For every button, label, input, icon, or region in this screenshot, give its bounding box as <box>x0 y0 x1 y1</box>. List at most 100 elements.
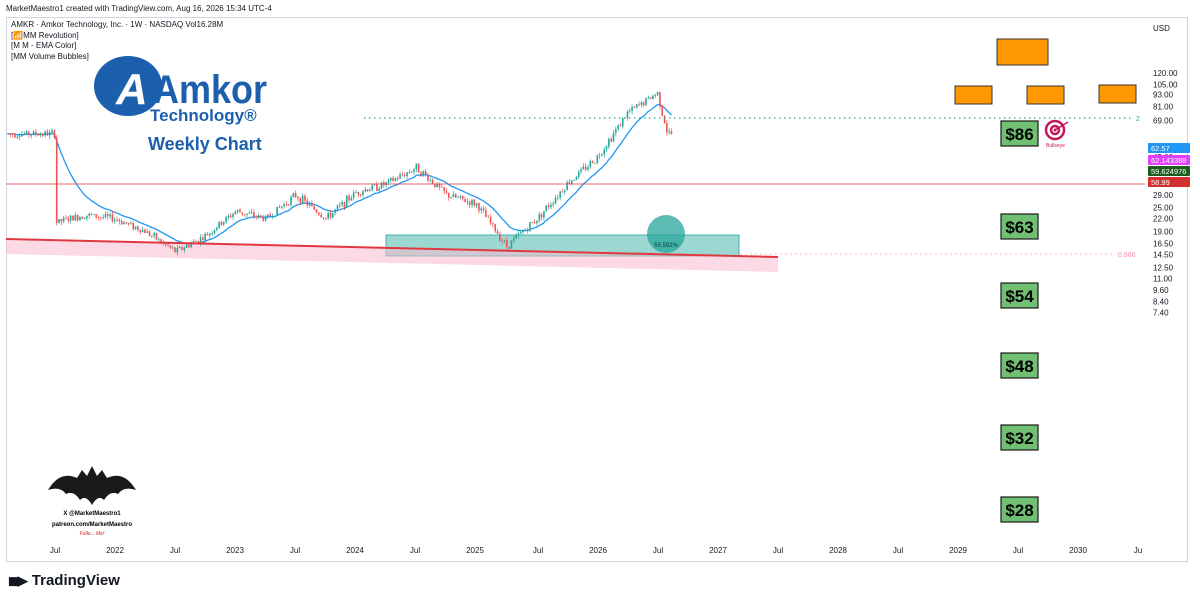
candle-body <box>55 137 58 223</box>
candle-body <box>515 235 517 239</box>
candle-body <box>552 203 554 205</box>
candle-body <box>420 172 422 176</box>
pattern-boxes <box>954 38 1137 105</box>
candle-body <box>635 104 638 108</box>
candle-body <box>568 182 571 184</box>
candle-body <box>461 195 464 200</box>
candle-body <box>408 172 411 173</box>
candle-body <box>464 199 466 202</box>
candle-body <box>413 169 415 172</box>
candle-body <box>327 212 329 219</box>
bullseye-label: Bullseye <box>1046 143 1065 149</box>
candle-body <box>53 130 56 138</box>
candle-body <box>438 183 441 187</box>
candle-body <box>116 219 118 221</box>
candle-body <box>199 237 202 244</box>
target-box <box>1000 496 1039 523</box>
candle-body <box>378 188 380 191</box>
candle-body <box>153 233 155 236</box>
x-tick-label: Jul <box>50 546 60 555</box>
x-tick-label: Ju <box>1134 546 1142 555</box>
candle-body <box>44 131 46 136</box>
x-tick-label: 2026 <box>589 546 607 555</box>
candle-body <box>218 221 220 228</box>
indicator-2[interactable]: [M M - EMA Color] <box>11 41 77 50</box>
candle-body <box>51 130 53 133</box>
indicator-3[interactable]: [MM Volume Bubbles] <box>11 51 89 61</box>
candle-body <box>538 214 541 221</box>
candle-body <box>450 197 452 198</box>
candle-body <box>120 221 123 225</box>
y-tick-label: 11.00 <box>1153 274 1173 283</box>
tradingview-brand[interactable]: ◼▶ TradingView <box>8 572 120 589</box>
amkor-brand-text: Amkor <box>153 68 267 112</box>
bullseye-icon: Bullseye <box>1044 119 1069 149</box>
candle-body <box>248 213 251 215</box>
x-tick-label: Jul <box>893 546 903 555</box>
candle-body <box>471 199 473 206</box>
candle-body <box>216 227 218 230</box>
y-tick-label: 120.00 <box>1153 69 1178 78</box>
x-tick-label: Jul <box>533 546 543 555</box>
target-label: $63 <box>1005 218 1033 237</box>
target-label: $32 <box>1005 429 1033 448</box>
candle-body <box>280 206 283 208</box>
candle-body <box>570 180 573 184</box>
candle-body <box>18 136 21 138</box>
candle-body <box>139 230 142 233</box>
candle-body <box>371 185 374 190</box>
candle-body <box>213 229 216 234</box>
candle-body <box>668 131 670 133</box>
candle-body <box>185 244 188 248</box>
candle-body <box>401 174 404 176</box>
candle-body <box>48 132 51 136</box>
candle-body <box>350 197 353 201</box>
candle-body <box>35 131 37 135</box>
bounce-circle-label: 59.592% <box>654 243 678 249</box>
candle-body <box>16 136 19 138</box>
candle-body <box>69 215 72 221</box>
candle-body <box>271 216 274 217</box>
candle-body <box>28 131 30 136</box>
candle-body <box>589 161 592 168</box>
candle-body <box>181 246 183 250</box>
candle-body <box>540 214 543 218</box>
candle-body <box>65 217 67 219</box>
candle-body <box>232 213 234 218</box>
candle-body <box>610 139 612 142</box>
indicator-1[interactable]: [📶MM Revolution] <box>11 30 79 40</box>
candle-body <box>58 218 60 223</box>
candle-body <box>591 161 594 164</box>
tradingview-label: TradingView <box>31 572 120 589</box>
candle-body <box>211 233 213 235</box>
candle-body <box>14 134 16 138</box>
candle-body <box>529 222 531 231</box>
chart-header: MarketMaestro1 created with TradingView.… <box>6 4 272 13</box>
price-tag-label: 62.57 <box>1151 144 1170 153</box>
target-box <box>1000 282 1039 309</box>
amkor-logo-a: A <box>115 65 148 114</box>
x-tick-label: Jul <box>410 546 420 555</box>
candle-body <box>475 203 478 206</box>
fib-0886-label: 0.886 <box>1118 252 1136 259</box>
candle-body <box>160 239 162 243</box>
symbol-line[interactable]: AMKR · Amkor Technology, Inc. · 1W · NAS… <box>11 20 224 29</box>
candle-body <box>517 233 520 236</box>
candle-body <box>315 209 318 213</box>
candle-body <box>512 238 515 241</box>
price-tag <box>1148 166 1190 176</box>
price-tag <box>1148 143 1190 153</box>
candle-body <box>631 106 633 112</box>
candle-body <box>260 215 262 217</box>
candle-body <box>427 174 429 181</box>
candle-body <box>659 92 661 107</box>
symbol-info: AMKR · Amkor Technology, Inc. · 1W · NAS… <box>11 20 223 62</box>
x-tick-label: Jul <box>290 546 300 555</box>
candle-body <box>21 134 23 137</box>
candle-body <box>417 163 420 173</box>
candle-body <box>202 237 204 241</box>
candle-body <box>127 223 130 224</box>
candle-body <box>506 240 508 247</box>
pattern-box-mid <box>1026 85 1065 105</box>
